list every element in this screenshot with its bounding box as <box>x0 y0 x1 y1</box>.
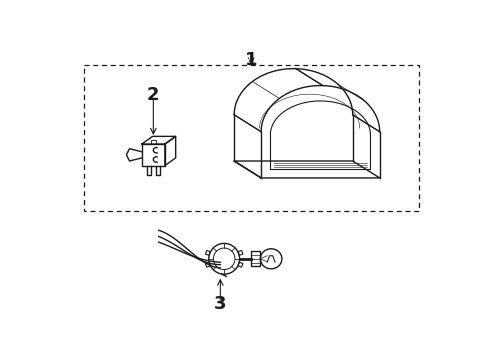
Text: 2: 2 <box>147 86 160 104</box>
Text: 3: 3 <box>214 295 226 313</box>
Bar <box>251 251 260 266</box>
Bar <box>84 65 419 211</box>
Text: 1: 1 <box>245 51 257 69</box>
